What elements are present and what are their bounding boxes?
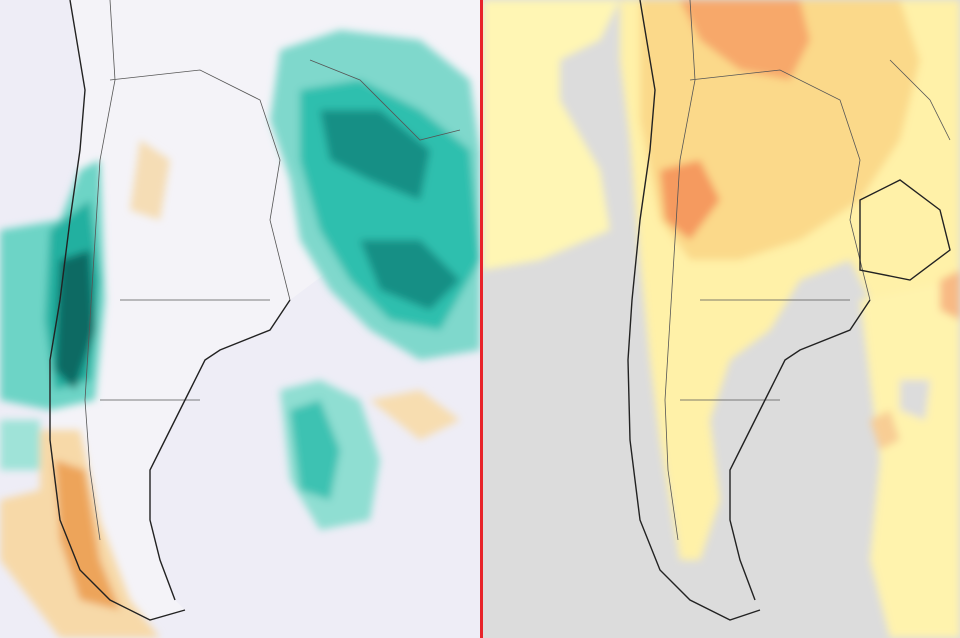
uruguay-border bbox=[859, 179, 951, 281]
borders bbox=[84, 0, 461, 541]
anomaly-shading bbox=[0, 30, 480, 638]
left-map bbox=[0, 0, 480, 638]
divider bbox=[480, 0, 483, 638]
coastline-east bbox=[729, 299, 871, 601]
coastline-east bbox=[149, 299, 291, 601]
right-map bbox=[483, 0, 960, 638]
coastline-west bbox=[49, 0, 186, 621]
anomaly-shading bbox=[483, 0, 960, 638]
coastline-west bbox=[627, 0, 761, 621]
borders bbox=[664, 0, 951, 541]
